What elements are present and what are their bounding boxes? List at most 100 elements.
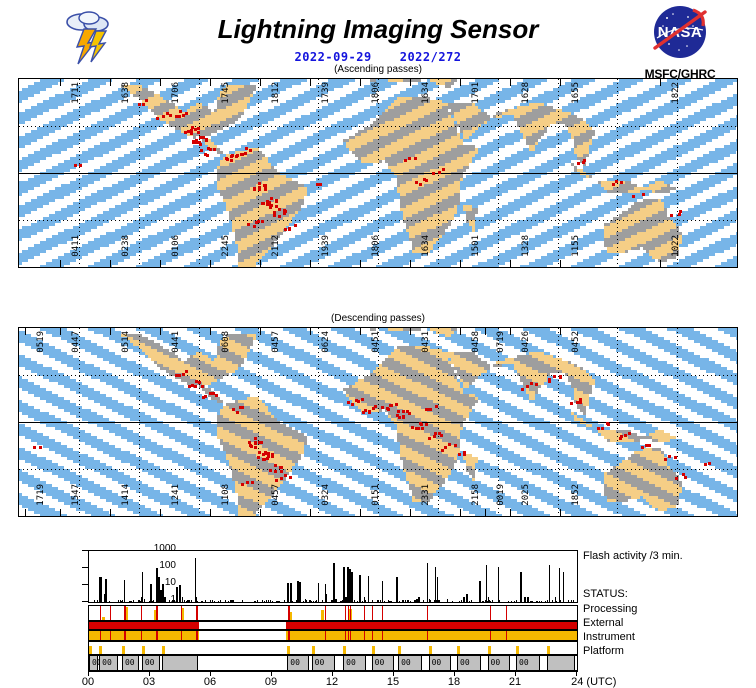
orbit-tick-bottom bbox=[25, 509, 26, 516]
orbit-time-label: 1706 bbox=[171, 82, 181, 104]
flash-marker bbox=[444, 446, 447, 449]
orbit-swath bbox=[718, 514, 738, 517]
platform-peak bbox=[312, 646, 315, 654]
external-mark bbox=[348, 606, 349, 620]
orbit-swath bbox=[19, 214, 25, 217]
status-legend-title: STATUS: bbox=[583, 588, 628, 600]
platform-block[interactable]: 00 bbox=[429, 656, 451, 670]
platform-block[interactable]: 00 bbox=[488, 656, 510, 670]
flash-marker bbox=[620, 181, 623, 184]
platform-peak bbox=[287, 646, 290, 654]
flash-marker bbox=[269, 469, 272, 472]
platform-block[interactable]: 00 bbox=[89, 656, 98, 670]
orbit-swath bbox=[733, 499, 738, 502]
platform-block[interactable]: 00 bbox=[398, 656, 422, 670]
platform-block[interactable]: 00 bbox=[372, 656, 394, 670]
platform-block[interactable]: 00 bbox=[122, 656, 139, 670]
status-row-external[interactable] bbox=[88, 621, 578, 630]
flash-marker bbox=[396, 414, 399, 417]
orbit-swath bbox=[280, 265, 304, 268]
orbit-time-label: 2158 bbox=[471, 484, 481, 506]
flash-bar bbox=[187, 600, 188, 602]
flash-marker bbox=[583, 159, 586, 162]
orbit-tick-top bbox=[460, 79, 461, 86]
flash-bar bbox=[508, 601, 509, 602]
external-mark bbox=[157, 606, 158, 620]
flash-bar bbox=[270, 600, 271, 602]
platform-block[interactable]: 00 bbox=[312, 656, 335, 670]
flash-marker bbox=[364, 409, 367, 412]
orbit-swath bbox=[328, 265, 352, 268]
nasa-meatball-icon: NASA MSFC/GHRC bbox=[630, 4, 730, 76]
flash-marker bbox=[408, 157, 411, 160]
platform-block[interactable]: 00 bbox=[457, 656, 481, 670]
orbit-tick-top bbox=[360, 328, 361, 335]
flash-bar bbox=[255, 601, 256, 602]
platform-block[interactable]: 00 bbox=[516, 656, 540, 670]
flash-marker bbox=[440, 434, 443, 437]
flash-bar bbox=[511, 601, 512, 602]
platform-block[interactable] bbox=[162, 656, 198, 670]
platform-peak bbox=[547, 646, 550, 654]
flash-bar bbox=[452, 601, 453, 602]
flash-marker bbox=[278, 208, 281, 211]
orbit-swath bbox=[427, 514, 454, 517]
status-row-processing[interactable] bbox=[88, 605, 578, 621]
flash-marker bbox=[395, 403, 398, 406]
orbit-swath bbox=[667, 265, 691, 268]
flash-bar bbox=[482, 601, 483, 602]
map-ascending-passes[interactable]: 1711 1638 1706 1745 1812 1739 1806 1634 1701 1628… bbox=[18, 78, 738, 268]
platform-block[interactable]: 00 bbox=[99, 656, 118, 670]
flash-marker bbox=[39, 446, 42, 449]
flash-bar bbox=[272, 601, 273, 602]
orbit-time-label: 0719 bbox=[496, 331, 506, 353]
external-mark bbox=[110, 606, 111, 620]
platform-block[interactable]: 00 bbox=[343, 656, 365, 670]
status-row-instrument[interactable] bbox=[88, 630, 578, 641]
flash-marker bbox=[199, 143, 202, 146]
orbit-time-label: 0426 bbox=[521, 331, 531, 353]
orbit-swath bbox=[571, 514, 598, 517]
flash-marker bbox=[275, 205, 278, 208]
time-axis-label: 06 bbox=[204, 676, 216, 688]
flash-bar bbox=[346, 600, 347, 602]
flash-bar bbox=[276, 601, 277, 602]
flash-bar bbox=[257, 600, 258, 602]
flash-bar bbox=[372, 600, 373, 602]
orbit-time-label: 0452 bbox=[571, 331, 581, 353]
flash-bar bbox=[471, 600, 472, 602]
flash-bar bbox=[118, 600, 119, 602]
status-row-platform[interactable] bbox=[88, 641, 578, 655]
orbit-tick-bottom bbox=[410, 260, 411, 267]
flash-bar bbox=[124, 580, 126, 602]
flash-marker bbox=[458, 453, 461, 456]
platform-block[interactable] bbox=[547, 656, 575, 670]
orbit-swath bbox=[19, 262, 22, 265]
instrument-event-mark bbox=[100, 631, 101, 640]
orbit-time-label: 0624 bbox=[321, 331, 331, 353]
flash-bar bbox=[528, 600, 529, 602]
orbit-tick-bottom bbox=[110, 509, 111, 516]
flash-marker bbox=[231, 154, 234, 157]
flash-marker bbox=[404, 159, 407, 162]
flash-marker bbox=[156, 117, 159, 120]
flash-marker bbox=[195, 380, 198, 383]
flash-marker bbox=[273, 213, 276, 216]
flash-marker bbox=[606, 422, 609, 425]
flash-marker bbox=[463, 451, 466, 454]
flash-marker bbox=[704, 463, 707, 466]
orbit-time-label: 2112 bbox=[271, 235, 281, 257]
flash-marker bbox=[548, 380, 551, 383]
status-row-platform-blocks[interactable]: 00 00 00 00 00 00 00 00 00 00 00 00 00 bbox=[88, 655, 578, 671]
orbit-swath bbox=[379, 514, 403, 517]
platform-block[interactable]: 00 bbox=[142, 656, 160, 670]
flash-bar bbox=[360, 601, 361, 602]
orbit-tick-bottom bbox=[510, 260, 511, 267]
flash-marker bbox=[668, 455, 671, 458]
platform-block[interactable]: 00 bbox=[287, 656, 308, 670]
map-descending-passes[interactable]: 0519 0447 0514 0441 0608 0457 0624 0451 0431 0458… bbox=[18, 327, 738, 517]
orbit-time-label: 1022 bbox=[671, 235, 681, 257]
flash-marker bbox=[175, 115, 178, 118]
orbit-swath bbox=[736, 430, 738, 433]
flash-bar bbox=[212, 600, 213, 602]
